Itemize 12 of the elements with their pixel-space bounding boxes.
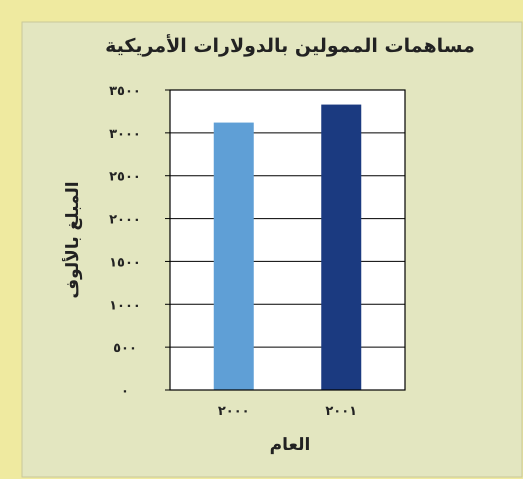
chart-title: مساهمات الممولين بالدولارات الأمريكية (105, 34, 475, 57)
y-tick-label: ٠ (121, 384, 129, 399)
y-tick-label: ١٥٠٠ (109, 255, 141, 270)
y-tick-label: ٢٥٠٠ (109, 170, 141, 185)
y-tick-label: ٣٠٠٠ (109, 126, 141, 142)
y-tick-label: ٢٠٠٠ (109, 212, 141, 228)
x-tick-label: ٢٠٠١ (325, 404, 358, 419)
y-tick-label: ٥٠٠ (113, 341, 137, 356)
y-axis-title: المبلغ بالألوف (61, 181, 83, 299)
x-axis-title: العام (270, 435, 310, 455)
y-tick-label: ١٠٠٠ (109, 298, 141, 314)
y-tick-label: ٣٥٠٠ (109, 84, 141, 99)
